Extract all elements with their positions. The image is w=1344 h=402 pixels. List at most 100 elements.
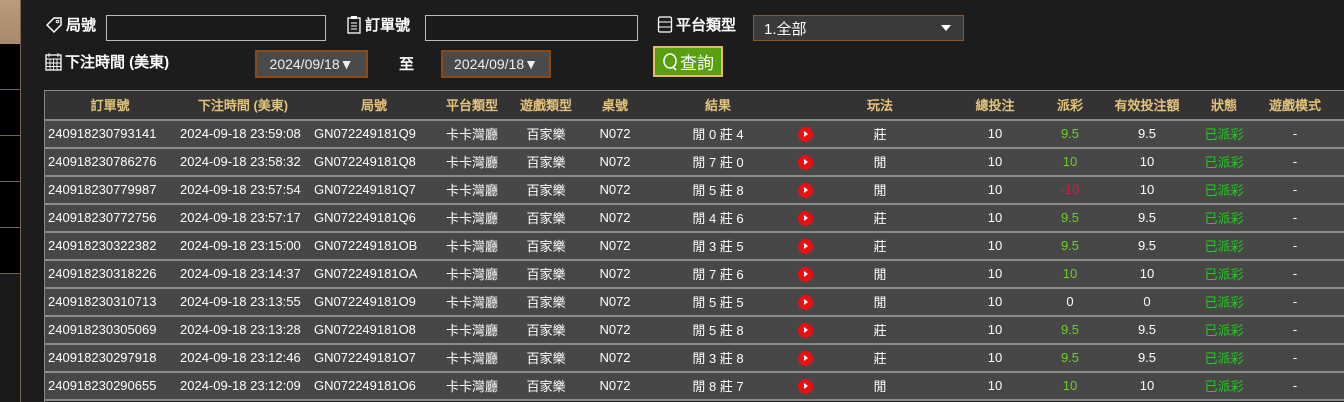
replay-cell xyxy=(792,231,818,261)
play-video-icon[interactable] xyxy=(797,294,813,310)
status-cell: 已派彩 xyxy=(1202,287,1246,317)
order-filter-label: 訂單號 xyxy=(346,14,410,35)
bet-time-cell: 2024-09-18 23:15:00 xyxy=(176,231,310,261)
round-id-cell: GN072249181O6 xyxy=(310,371,438,401)
table-row: 240918230793141 2024-09-18 23:59:08 GN0722… xyxy=(44,119,1344,149)
valid-bet-cell: 10 xyxy=(1092,259,1202,289)
replay-cell xyxy=(792,203,818,233)
play-video-icon[interactable] xyxy=(797,154,813,170)
replay-cell xyxy=(792,371,818,401)
round-input[interactable] xyxy=(106,15,326,41)
bet-time-cell: 2024-09-18 23:57:54 xyxy=(176,175,310,205)
table-row: 240918230786276 2024-09-18 23:58:32 GN0722… xyxy=(44,147,1344,177)
game-mode-cell: - xyxy=(1246,175,1344,205)
sidebar-item[interactable] xyxy=(0,182,20,228)
order-id-cell: 240918230318226 xyxy=(44,259,176,289)
status-cell: 已派彩 xyxy=(1202,259,1246,289)
bet-type-cell: 莊 xyxy=(818,343,942,373)
bet-type-cell: 閒 xyxy=(818,147,942,177)
play-video-icon[interactable] xyxy=(797,378,813,394)
platform-cell: 卡卡灣廳 xyxy=(438,259,506,289)
list-icon xyxy=(657,16,673,33)
bet-time-cell: 2024-09-18 23:57:17 xyxy=(176,203,310,233)
dropdown-arrow-icon xyxy=(941,25,951,31)
status-cell: 已派彩 xyxy=(1202,231,1246,261)
column-header: 總投注 xyxy=(942,90,1048,121)
order-input[interactable] xyxy=(425,15,638,41)
result-cell: 閒 3 莊 8 xyxy=(644,343,792,373)
payout-cell: -10 xyxy=(1048,175,1092,205)
column-header: 下注時間 (美東) xyxy=(176,90,310,121)
play-video-icon[interactable] xyxy=(797,322,813,338)
query-label: 查詢 xyxy=(680,54,714,73)
table-no-cell: N072 xyxy=(586,147,644,177)
bet-time-cell: 2024-09-18 23:12:09 xyxy=(176,371,310,401)
sidebar-item[interactable] xyxy=(0,136,20,182)
order-id-cell: 240918230310713 xyxy=(44,287,176,317)
query-button[interactable]: 查詢 xyxy=(653,46,723,77)
play-video-icon[interactable] xyxy=(797,350,813,366)
play-video-icon[interactable] xyxy=(797,126,813,142)
round-id-cell: GN072249181OB xyxy=(310,231,438,261)
valid-bet-cell: 9.5 xyxy=(1092,119,1202,149)
payout-cell: 10 xyxy=(1048,147,1092,177)
play-video-icon[interactable] xyxy=(797,210,813,226)
round-id-cell: GN072249181Q6 xyxy=(310,203,438,233)
replay-cell xyxy=(792,343,818,373)
result-cell: 閒 5 莊 5 xyxy=(644,287,792,317)
round-id-cell: GN072249181Q9 xyxy=(310,119,438,149)
column-header: 結果 xyxy=(644,90,792,121)
result-cell: 閒 5 莊 8 xyxy=(644,315,792,345)
sidebar-tab[interactable] xyxy=(0,0,20,44)
bet-type-cell: 閒 xyxy=(818,287,942,317)
column-header: 遊戲類型 xyxy=(506,90,586,121)
result-cell: 閒 0 莊 4 xyxy=(644,119,792,149)
total-bet-cell: 10 xyxy=(942,287,1048,317)
play-video-icon[interactable] xyxy=(797,182,813,198)
date-from-picker[interactable]: 2024/09/18▼ xyxy=(255,50,368,78)
game-mode-cell: - xyxy=(1246,203,1344,233)
platform-select[interactable]: 1.全部 xyxy=(753,15,964,41)
status-cell: 已派彩 xyxy=(1202,315,1246,345)
time-label: 下注時間 (美東) xyxy=(65,54,170,71)
sidebar-item[interactable] xyxy=(0,90,20,136)
total-bet-cell: 10 xyxy=(942,203,1048,233)
game-type-cell: 百家樂 xyxy=(506,343,586,373)
game-mode-cell: - xyxy=(1246,343,1344,373)
column-header: 有效投注額 xyxy=(1092,90,1202,121)
payout-cell: 10 xyxy=(1048,371,1092,401)
total-bet-cell: 10 xyxy=(942,259,1048,289)
time-filter-label: 下注時間 (美東) xyxy=(45,51,169,72)
date-to-picker[interactable]: 2024/09/18▼ xyxy=(441,50,551,78)
column-header: 局號 xyxy=(310,90,438,121)
payout-cell: 0 xyxy=(1048,287,1092,317)
result-cell: 閒 3 莊 5 xyxy=(644,231,792,261)
valid-bet-cell: 9.5 xyxy=(1092,315,1202,345)
game-type-cell: 百家樂 xyxy=(506,315,586,345)
sidebar-item[interactable] xyxy=(0,228,20,274)
game-mode-cell: - xyxy=(1246,119,1344,149)
bet-time-cell: 2024-09-18 23:59:08 xyxy=(176,119,310,149)
column-header xyxy=(792,90,818,121)
table-no-cell: N072 xyxy=(586,315,644,345)
replay-cell xyxy=(792,287,818,317)
bet-type-cell: 莊 xyxy=(818,203,942,233)
total-bet-cell: 10 xyxy=(942,343,1048,373)
round-id-cell: GN072249181O9 xyxy=(310,287,438,317)
game-mode-cell: - xyxy=(1246,231,1344,261)
sidebar-item[interactable] xyxy=(0,44,20,90)
play-video-icon[interactable] xyxy=(797,238,813,254)
game-mode-cell: - xyxy=(1246,315,1344,345)
table-row: 240918230772756 2024-09-18 23:57:17 GN0722… xyxy=(44,203,1344,233)
game-type-cell: 百家樂 xyxy=(506,371,586,401)
bet-type-cell: 莊 xyxy=(818,231,942,261)
total-bet-cell: 10 xyxy=(942,371,1048,401)
column-header: 平台類型 xyxy=(438,90,506,121)
status-cell: 已派彩 xyxy=(1202,203,1246,233)
valid-bet-cell: 10 xyxy=(1092,371,1202,401)
payout-cell: 9.5 xyxy=(1048,343,1092,373)
payout-cell: 10 xyxy=(1048,259,1092,289)
play-video-icon[interactable] xyxy=(797,266,813,282)
replay-cell xyxy=(792,119,818,149)
round-id-cell: GN072249181O8 xyxy=(310,315,438,345)
